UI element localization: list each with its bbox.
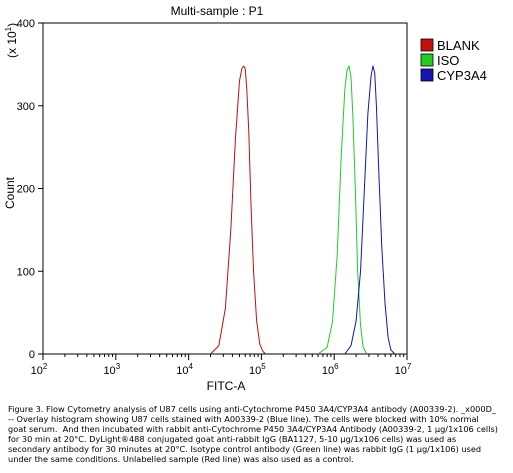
- series-line-blank: [210, 65, 267, 355]
- svg-text:(x 101): (x 101): [4, 23, 19, 58]
- series-line-cyp3a4: [344, 65, 396, 355]
- flow-cytometry-chart: Multi-sample : P1 (x 101) Count FITC-A 0…: [3, 4, 487, 393]
- y-tick-label: 400: [17, 18, 35, 30]
- legend-swatch-cyp3a4: [420, 68, 434, 82]
- x-tick-label: 102: [31, 362, 48, 377]
- y-tick-label: 100: [17, 266, 35, 278]
- plot-frame: [42, 22, 408, 355]
- series-layer: [210, 65, 396, 355]
- y-multiplier-prefix: (x 10: [5, 31, 19, 58]
- y-multiplier-label: (x 101): [4, 23, 19, 58]
- figure-caption: Figure 3. Flow Cytometry analysis of U87…: [8, 404, 498, 464]
- x-tick-label: 106: [322, 362, 339, 377]
- y-tick-label: 300: [17, 101, 35, 113]
- x-tick-label: 104: [176, 362, 193, 377]
- y-axis: 0 100 200 300 400: [17, 18, 43, 361]
- y-tick-label: 0: [29, 349, 35, 361]
- x-tick-label: 105: [249, 362, 266, 377]
- legend-label-blank: BLANK: [437, 38, 480, 53]
- series-line-iso: [317, 65, 368, 355]
- legend-label-iso: ISO: [437, 53, 459, 68]
- chart-title: Multi-sample : P1: [171, 4, 264, 18]
- x-tick-label: 103: [103, 362, 120, 377]
- y-tick-label: 200: [17, 184, 35, 196]
- y-axis-label: Count: [3, 176, 17, 209]
- x-tick-label: 107: [395, 362, 412, 377]
- legend-swatch-iso: [420, 53, 434, 67]
- legend-label-cyp3a4: CYP3A4: [437, 68, 487, 83]
- y-multiplier-exp: 1: [4, 26, 13, 31]
- legend-swatch-blank: [420, 38, 434, 52]
- x-axis-label: FITC-A: [207, 379, 246, 393]
- x-axis: 102 103 104 105 106 107: [31, 354, 412, 377]
